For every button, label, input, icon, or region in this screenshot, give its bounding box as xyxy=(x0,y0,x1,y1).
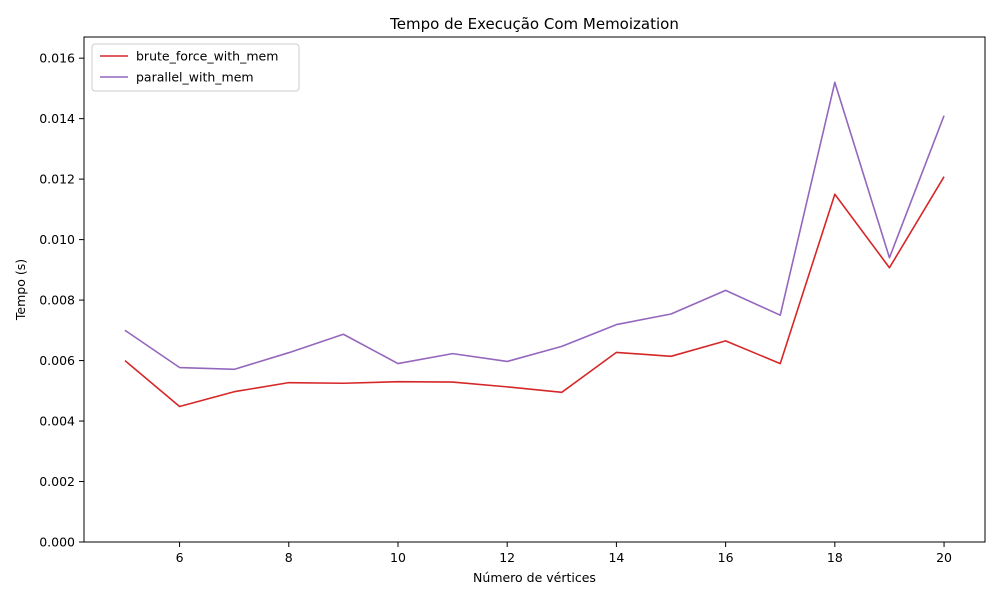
series-line-brute-force-with-mem xyxy=(124,176,945,408)
series-layer xyxy=(124,81,945,408)
x-tick-label: 6 xyxy=(176,550,184,565)
chart-title: Tempo de Execução Com Memoization xyxy=(389,15,679,33)
legend-box xyxy=(91,43,300,92)
y-tick-label: 0.010 xyxy=(39,232,75,247)
y-tick-label: 0.002 xyxy=(39,474,75,489)
y-tick-label: 0.008 xyxy=(39,293,75,308)
legend: brute_force_with_mem parallel_with_mem xyxy=(91,43,300,92)
y-tick-label: 0.014 xyxy=(39,111,75,126)
x-axis-label: Número de vértices xyxy=(473,570,596,585)
y-axis: 0.000 0.002 0.004 0.006 0.008 0.010 0.012 0.014… xyxy=(39,51,84,550)
x-axis: 6 8 10 12 14 16 18 20 xyxy=(176,542,952,565)
plot-frame xyxy=(83,36,986,543)
x-tick-label: 20 xyxy=(936,550,952,565)
x-tick-label: 10 xyxy=(390,550,406,565)
series-line-parallel-with-mem xyxy=(124,81,945,371)
y-tick-label: 0.006 xyxy=(39,353,75,368)
legend-label: brute_force_with_mem xyxy=(136,49,278,64)
y-tick-label: 0.016 xyxy=(39,51,75,66)
y-tick-label: 0.012 xyxy=(39,172,75,187)
y-axis-label: Tempo (s) xyxy=(13,259,28,321)
x-tick-label: 18 xyxy=(827,550,843,565)
y-tick-label: 0.000 xyxy=(39,535,75,550)
legend-label: parallel_with_mem xyxy=(136,70,254,85)
x-tick-label: 8 xyxy=(285,550,293,565)
plot-area xyxy=(83,36,986,543)
x-tick-label: 14 xyxy=(608,550,624,565)
y-tick-label: 0.004 xyxy=(39,414,75,429)
x-tick-label: 12 xyxy=(499,550,515,565)
x-tick-label: 16 xyxy=(718,550,734,565)
